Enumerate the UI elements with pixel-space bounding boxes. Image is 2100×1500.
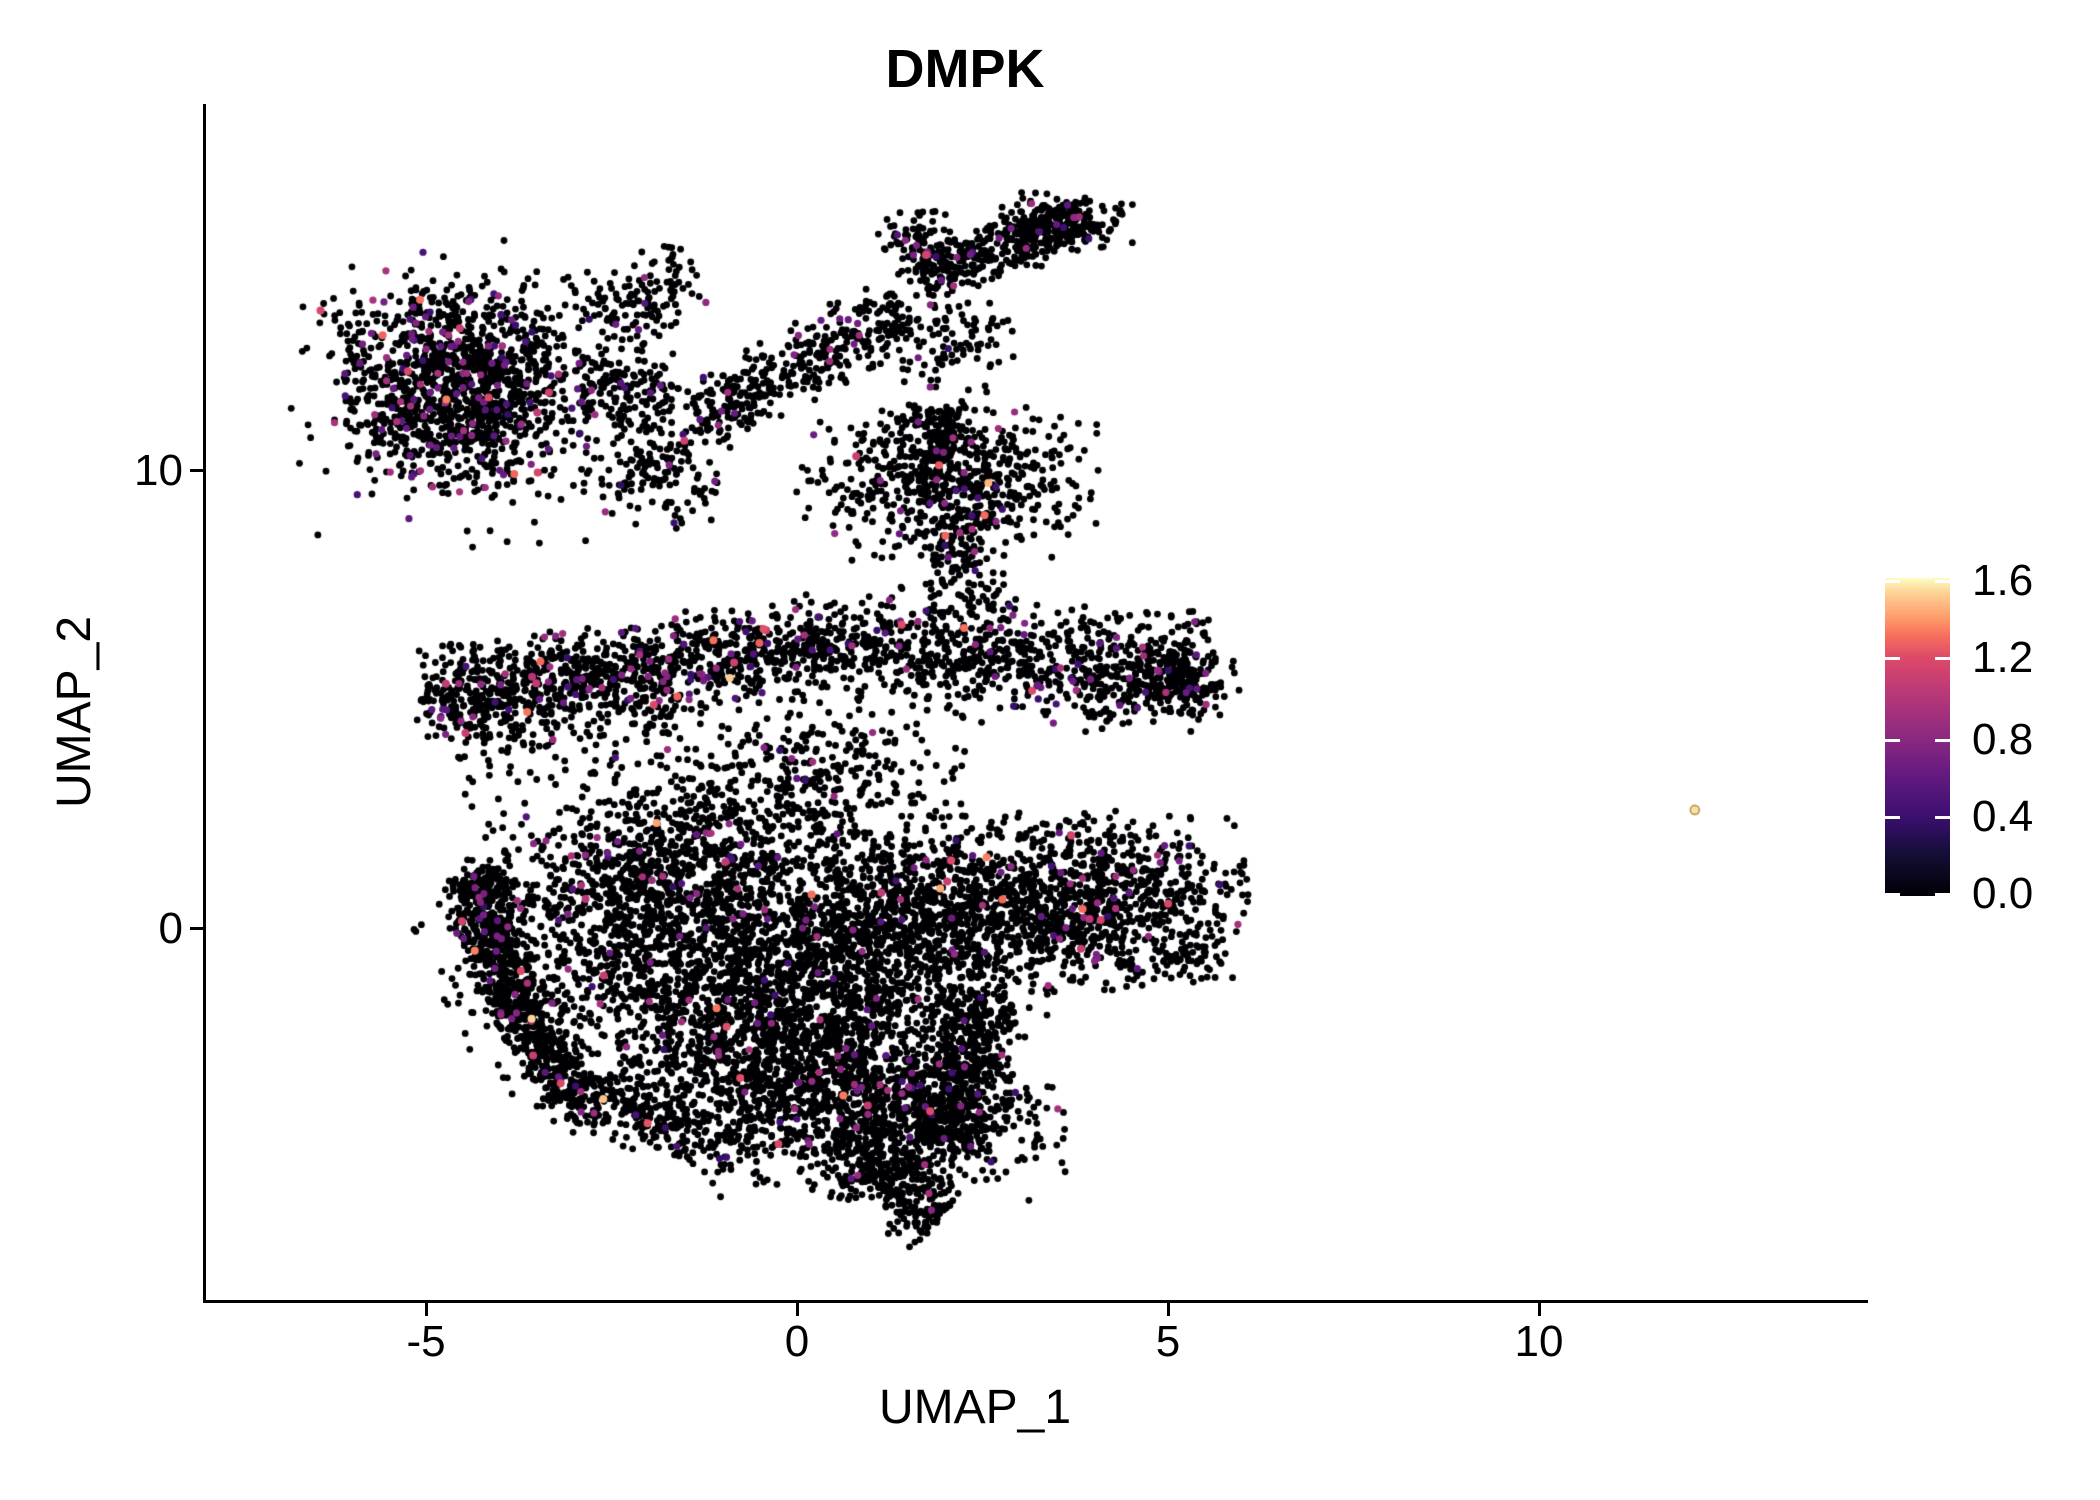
- colorbar-tick: [1885, 893, 1900, 896]
- colorbar-label: 0.8: [1972, 715, 2034, 764]
- colorbar-tick: [1885, 816, 1900, 819]
- x-tick-mark: [1538, 1303, 1541, 1316]
- x-tick-mark: [1167, 1303, 1170, 1316]
- plot-title: DMPK: [885, 39, 1045, 99]
- x-tick-label: 0: [784, 1317, 810, 1366]
- y-axis-line: [203, 104, 206, 1303]
- colorbar-tick: [1885, 657, 1900, 660]
- colorbar-tick: [1885, 580, 1900, 583]
- colorbar-label: 0.4: [1972, 792, 2034, 841]
- colorbar-tick: [1935, 739, 1950, 742]
- y-tick-label: 0: [158, 904, 183, 953]
- x-tick-label: 10: [1514, 1317, 1564, 1366]
- colorbar-tick: [1935, 580, 1950, 583]
- y-tick-label: 10: [134, 446, 183, 495]
- x-tick-label: 5: [1155, 1317, 1181, 1366]
- colorbar-label: 1.6: [1972, 556, 2034, 605]
- x-axis-title: UMAP_1: [878, 1381, 1072, 1434]
- colorbar-tick: [1935, 657, 1950, 660]
- colorbar-tick: [1885, 739, 1900, 742]
- x-axis-line: [203, 1300, 1868, 1303]
- colorbar-label: 1.2: [1972, 633, 2034, 682]
- colorbar-label: 0.0: [1972, 869, 2034, 918]
- x-tick-mark: [796, 1303, 799, 1316]
- colorbar-tick: [1935, 816, 1950, 819]
- x-tick-label: -5: [406, 1317, 446, 1366]
- x-tick-mark: [425, 1303, 428, 1316]
- colorbar-gradient: [1885, 578, 1950, 896]
- y-tick-mark: [190, 927, 203, 930]
- y-tick-mark: [190, 469, 203, 472]
- colorbar-tick: [1935, 893, 1950, 896]
- y-axis-title: UMAP_2: [48, 615, 101, 809]
